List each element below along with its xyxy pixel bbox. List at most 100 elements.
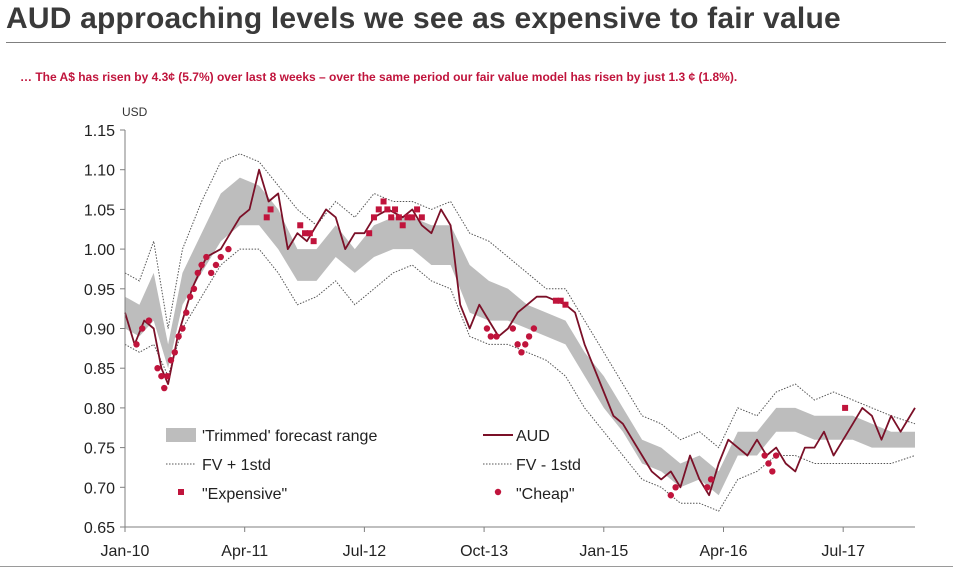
cheap-marker	[145, 317, 153, 324]
cheap-marker	[183, 309, 190, 316]
fv-plus-1std-series	[124, 153, 916, 449]
expensive-marker	[392, 206, 399, 213]
cheap-marker	[487, 333, 494, 340]
cheap-markers	[133, 245, 780, 499]
legend-band-swatch	[166, 428, 196, 442]
expensive-marker	[418, 214, 425, 221]
cheap-marker	[769, 468, 776, 475]
y-tick-label: 0.75	[84, 441, 115, 458]
cheap-marker	[522, 341, 529, 348]
cheap-marker	[207, 269, 215, 277]
aud-series	[124, 168, 916, 497]
y-axis-unit-label: USD	[122, 105, 148, 119]
cheap-marker	[225, 245, 232, 253]
x-tick-label: Apr-11	[221, 543, 268, 560]
cheap-marker	[194, 269, 201, 277]
cheap-marker	[761, 452, 768, 459]
page-title: AUD approaching levels we see as expensi…	[6, 2, 841, 35]
expensive-marker	[267, 206, 274, 213]
y-tick-label: 0.90	[84, 322, 115, 339]
y-tick-label: 1.05	[84, 202, 115, 219]
expensive-marker	[399, 222, 406, 229]
expensive-marker	[310, 238, 317, 245]
expensive-marker	[384, 206, 391, 213]
fv-plus-1std-line	[124, 153, 916, 449]
legend-aud-label: AUD	[516, 428, 550, 445]
y-tick-label: 0.85	[84, 361, 115, 378]
expensive-marker	[557, 297, 564, 304]
expensive-marker	[366, 230, 373, 237]
legend-fv-minus-label: FV - 1std	[516, 457, 581, 474]
expensive-marker	[842, 404, 849, 411]
cheap-marker	[672, 484, 679, 491]
expensive-marker	[552, 297, 559, 304]
cheap-marker	[171, 349, 178, 356]
expensive-marker	[562, 301, 569, 308]
cheap-marker	[198, 261, 205, 269]
chart-axes: 0.65 0.70 0.75 0.80 0.85 0.90 0.95 1.00 1.05 1.10…	[84, 105, 915, 560]
title-divider	[6, 42, 946, 43]
x-tick-label: Oct-13	[460, 543, 508, 560]
cheap-marker	[163, 372, 171, 380]
y-tick-label: 0.95	[84, 282, 115, 299]
cheap-marker	[161, 384, 168, 392]
bottom-divider	[0, 566, 953, 567]
cheap-marker	[167, 357, 175, 364]
chart-legend: 'Trimmed' forecast range AUD FV + 1std FV -…	[166, 428, 581, 503]
y-tick-label: 1.15	[84, 123, 115, 140]
aud-line	[124, 168, 916, 497]
chart-subtitle: … The A$ has risen by 4.3¢ (5.7%) over l…	[20, 70, 738, 84]
expensive-marker	[395, 214, 402, 221]
cheap-marker	[179, 325, 186, 332]
cheap-marker	[203, 253, 210, 261]
legend-fv-plus-label: FV + 1std	[202, 457, 271, 474]
expensive-marker	[263, 214, 270, 221]
x-tick-label: Jan-15	[579, 543, 628, 560]
cheap-marker	[525, 333, 533, 340]
fv-minus-1std-line	[124, 248, 916, 512]
forecast-range-band	[125, 177, 915, 496]
expensive-marker	[404, 214, 411, 221]
expensive-marker	[297, 222, 304, 229]
cheap-marker	[175, 333, 182, 340]
legend-cheap-swatch	[494, 488, 502, 496]
y-tick-label: 0.80	[84, 401, 115, 418]
forecast-range-area	[125, 177, 915, 496]
legend-expensive-label: "Expensive"	[202, 486, 287, 503]
expensive-markers	[263, 198, 849, 411]
cheap-marker	[186, 293, 194, 300]
cheap-marker	[133, 341, 140, 348]
cheap-marker	[765, 460, 772, 467]
cheap-marker	[154, 365, 161, 372]
expensive-marker	[380, 198, 387, 205]
y-tick-label: 0.65	[84, 520, 115, 537]
x-tick-label: Apr-16	[699, 543, 747, 560]
expensive-marker	[388, 214, 395, 221]
expensive-marker	[409, 214, 416, 221]
cheap-marker	[667, 492, 675, 499]
expensive-marker	[375, 206, 382, 213]
expensive-marker	[302, 230, 309, 237]
fv-minus-1std-series	[124, 248, 916, 512]
legend-band-label: 'Trimmed' forecast range	[202, 428, 377, 445]
expensive-marker	[414, 206, 421, 213]
cheap-marker	[518, 349, 525, 356]
legend-cheap-label: "Cheap"	[516, 486, 575, 503]
legend-expensive-swatch	[178, 489, 184, 495]
expensive-marker	[306, 230, 313, 237]
y-tick-label: 0.70	[84, 480, 115, 497]
cheap-marker	[704, 484, 711, 491]
cheap-marker	[483, 325, 491, 332]
expensive-marker	[370, 214, 377, 221]
cheap-marker	[514, 341, 521, 348]
cheap-marker	[707, 476, 715, 483]
cheap-marker	[190, 285, 198, 292]
cheap-marker	[530, 325, 538, 332]
cheap-marker	[493, 333, 500, 340]
cheap-marker	[217, 253, 224, 261]
x-tick-label: Jan-10	[101, 543, 150, 560]
cheap-marker	[158, 372, 165, 380]
cheap-marker	[509, 325, 517, 332]
cheap-marker	[139, 325, 146, 332]
y-tick-label: 1.00	[84, 242, 115, 259]
